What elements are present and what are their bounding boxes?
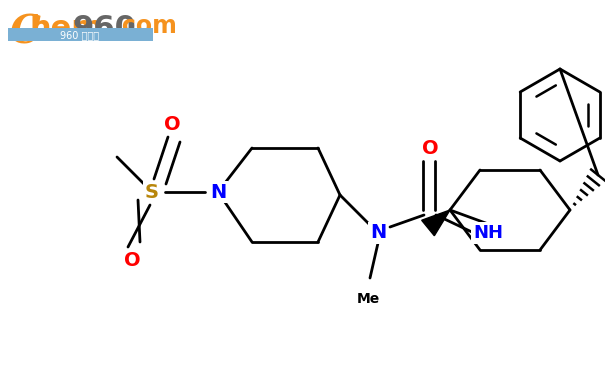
Text: 960 化工网: 960 化工网 — [60, 30, 100, 40]
Text: .com: .com — [114, 14, 178, 38]
Text: 960: 960 — [72, 14, 136, 43]
Polygon shape — [422, 210, 450, 236]
Text: NH: NH — [473, 224, 503, 242]
Text: C: C — [10, 14, 41, 52]
Text: O: O — [164, 114, 180, 134]
Text: O: O — [123, 251, 140, 270]
Text: S: S — [145, 183, 159, 201]
Text: N: N — [210, 183, 226, 201]
Text: O: O — [422, 138, 438, 158]
Bar — [8, 28, 153, 41]
Bar — [0, 0, 605, 42]
Text: Me: Me — [356, 292, 379, 306]
Text: N: N — [370, 224, 386, 243]
Text: hem: hem — [30, 14, 104, 43]
